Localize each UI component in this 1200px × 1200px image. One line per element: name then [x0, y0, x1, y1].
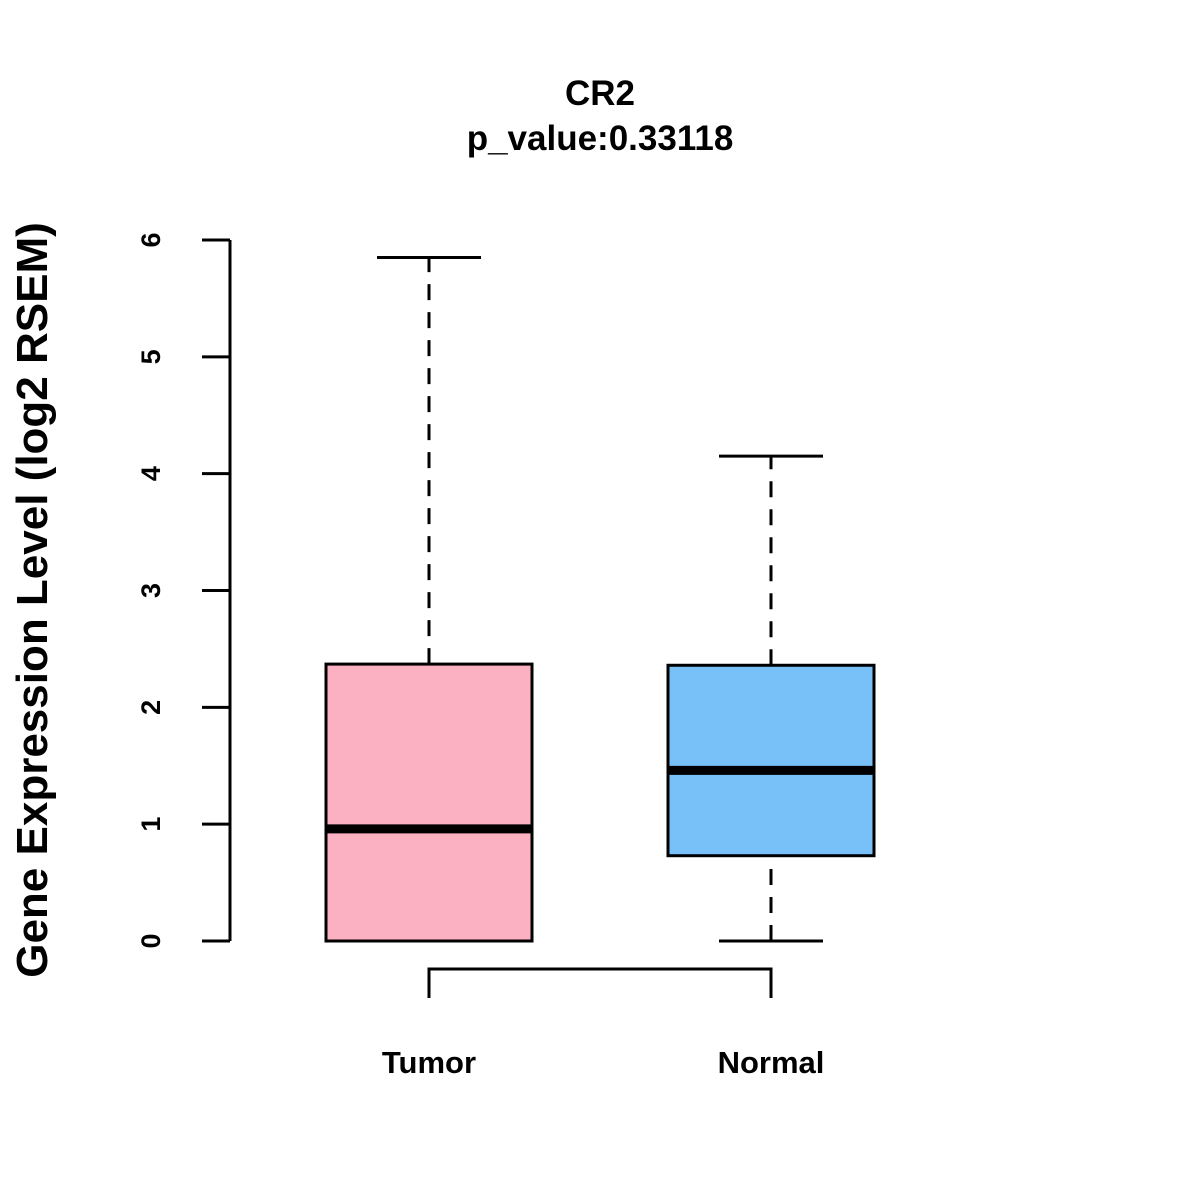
y-tick-label: 1 [136, 817, 166, 832]
x-tick-labels: Tumor Normal [382, 1045, 824, 1080]
box-body [324, 662, 534, 943]
box-body [666, 663, 876, 858]
y-tick-label: 4 [136, 466, 166, 481]
comparison-bracket [427, 967, 773, 998]
y-axis-label: Gene Expression Level (log2 RSEM) [8, 222, 57, 978]
y-tick-label: 3 [136, 583, 166, 598]
x-tick-label-tumor: Tumor [382, 1045, 476, 1080]
bracket-line [427, 967, 773, 998]
chart-title: CR2 [565, 74, 635, 113]
box-normal [666, 454, 876, 943]
box-tumor [324, 256, 534, 943]
y-tick-label: 6 [136, 232, 166, 247]
x-tick-label-normal: Normal [718, 1045, 825, 1080]
y-tick-label: 0 [136, 933, 166, 948]
y-axis: 0 1 2 3 4 5 6 [136, 232, 232, 949]
y-tick-label: 5 [136, 349, 166, 364]
chart-subtitle: p_value:0.33118 [467, 119, 734, 158]
y-tick-label: 2 [136, 700, 166, 715]
boxes [324, 256, 876, 943]
